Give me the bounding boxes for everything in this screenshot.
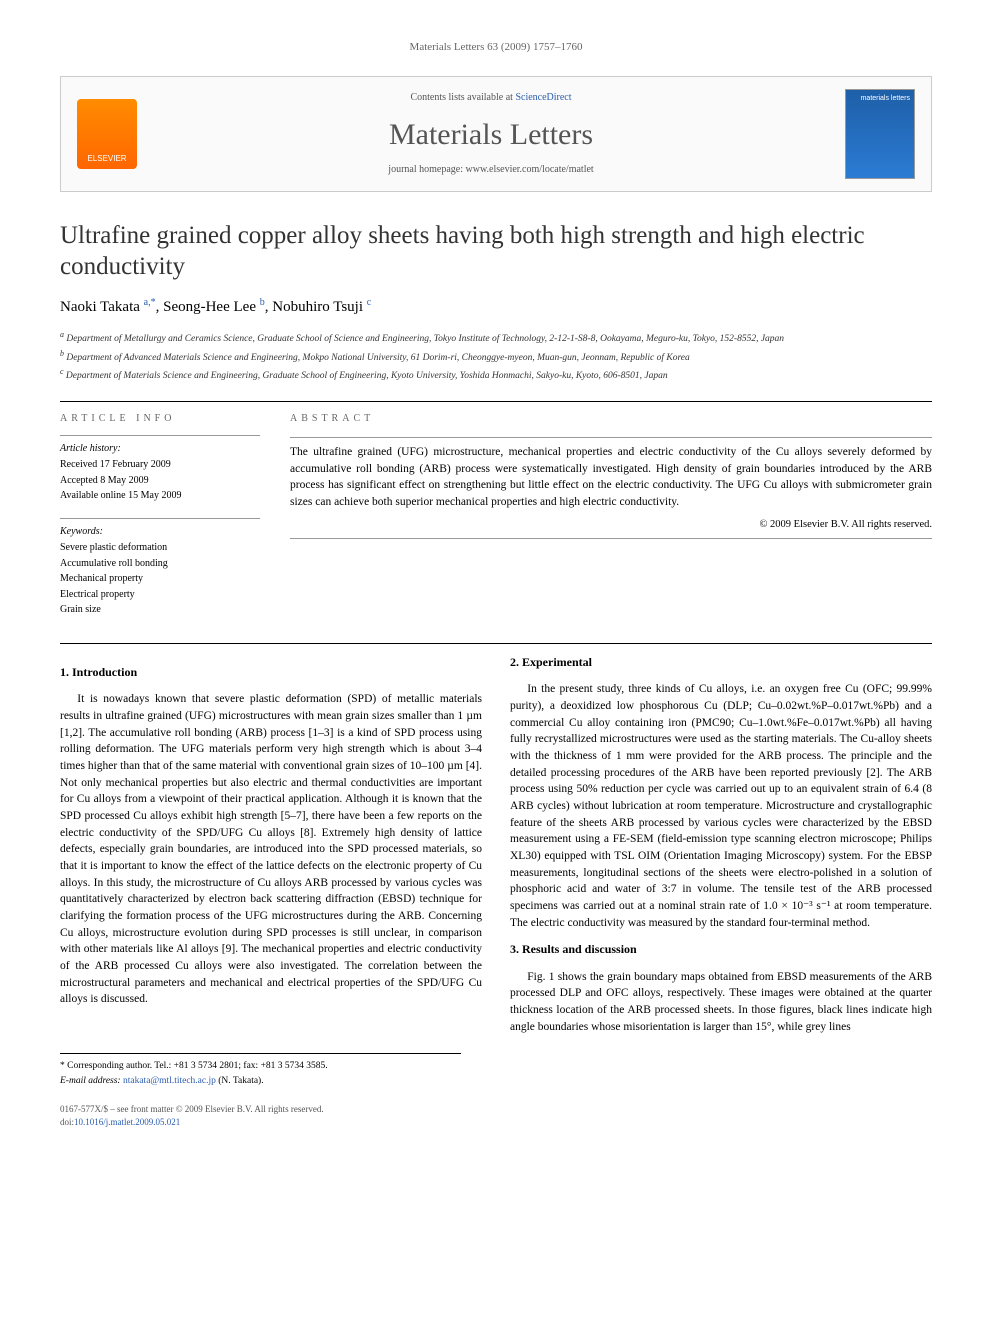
article-info-column: ARTICLE INFO Article history: Received 1… [60,412,260,619]
author-2: Seong-Hee Lee b [163,299,265,315]
corresponding-author-line: * Corresponding author. Tel.: +81 3 5734… [60,1060,461,1074]
affiliation-text: Department of Advanced Materials Science… [66,353,689,363]
affiliation-marker: c [60,367,64,376]
contents-prefix: Contents lists available at [410,92,512,103]
divider-thin [290,538,932,539]
author-name: Seong-Hee Lee [163,299,256,315]
online-date: Available online 15 May 2009 [60,489,260,504]
keyword: Accumulative roll bonding [60,557,260,572]
sciencedirect-link[interactable]: ScienceDirect [515,92,571,103]
article-info-heading: ARTICLE INFO [60,412,260,427]
info-abstract-row: ARTICLE INFO Article history: Received 1… [60,412,932,619]
keyword: Mechanical property [60,572,260,587]
results-paragraph: Fig. 1 shows the grain boundary maps obt… [510,969,932,1036]
keyword: Grain size [60,603,260,618]
contents-available-line: Contents lists available at ScienceDirec… [153,91,829,106]
author-name: Naoki Takata [60,299,140,315]
section-heading-introduction: 1. Introduction [60,664,482,681]
journal-masthead: ELSEVIER Contents lists available at Sci… [60,76,932,192]
affiliation-text: Department of Metallurgy and Ceramics Sc… [66,334,784,344]
publisher-logo-text: ELSEVIER [87,153,126,165]
masthead-center: Contents lists available at ScienceDirec… [153,91,829,178]
affiliation-a: a Department of Metallurgy and Ceramics … [60,329,932,346]
email-label: E-mail address: [60,1076,121,1086]
page-footer: 0167-577X/$ – see front matter © 2009 El… [60,1103,932,1129]
email-suffix: (N. Takata). [218,1076,263,1086]
accepted-date: Accepted 8 May 2009 [60,474,260,489]
divider-rule [60,643,932,644]
journal-cover-thumbnail: materials letters [845,89,915,179]
introduction-paragraph: It is nowadays known that severe plastic… [60,691,482,1008]
section-heading-experimental: 2. Experimental [510,654,932,671]
author-3: Nobuhiro Tsuji c [272,299,371,315]
running-header: Materials Letters 63 (2009) 1757–1760 [60,40,932,56]
keyword: Electrical property [60,588,260,603]
email-line: E-mail address: ntakata@mtl.titech.ac.jp… [60,1075,461,1089]
homepage-url[interactable]: www.elsevier.com/locate/matlet [466,164,594,175]
article-history-label: Article history: [60,442,260,457]
author-1: Naoki Takata a,* [60,299,156,315]
publisher-logo: ELSEVIER [77,99,137,169]
author-list: Naoki Takata a,*, Seong-Hee Lee b, Nobuh… [60,296,932,319]
divider-thin [60,518,260,519]
front-matter-line: 0167-577X/$ – see front matter © 2009 El… [60,1103,932,1116]
doi-link[interactable]: 10.1016/j.matlet.2009.05.021 [74,1117,180,1127]
abstract-text: The ultrafine grained (UFG) microstructu… [290,444,932,511]
keywords-label: Keywords: [60,525,260,540]
author-markers: a,* [144,297,156,308]
author-markers: c [367,297,371,308]
affiliation-b: b Department of Advanced Materials Scien… [60,348,932,365]
doi-line: doi:10.1016/j.matlet.2009.05.021 [60,1116,932,1129]
experimental-paragraph: In the present study, three kinds of Cu … [510,681,932,931]
abstract-column: ABSTRACT The ultrafine grained (UFG) mic… [290,412,932,619]
received-date: Received 17 February 2009 [60,458,260,473]
author-name: Nobuhiro Tsuji [272,299,363,315]
page-container: Materials Letters 63 (2009) 1757–1760 EL… [0,0,992,1169]
affiliation-marker: a [60,330,64,339]
section-heading-results: 3. Results and discussion [510,941,932,958]
corresponding-author-footnote: * Corresponding author. Tel.: +81 3 5734… [60,1053,461,1089]
abstract-copyright: © 2009 Elsevier B.V. All rights reserved… [290,517,932,532]
homepage-prefix: journal homepage: [388,164,463,175]
affiliation-c: c Department of Materials Science and En… [60,366,932,383]
doi-label: doi: [60,1117,74,1127]
keywords-block: Keywords: Severe plastic deformation Acc… [60,518,260,618]
divider-thin [290,437,932,438]
email-address[interactable]: ntakata@mtl.titech.ac.jp [123,1076,216,1086]
article-title: Ultrafine grained copper alloy sheets ha… [60,220,932,283]
journal-homepage-line: journal homepage: www.elsevier.com/locat… [153,163,829,178]
abstract-heading: ABSTRACT [290,412,932,427]
keyword: Severe plastic deformation [60,541,260,556]
affiliation-marker: b [60,349,64,358]
divider-thin [60,435,260,436]
author-markers: b [260,297,265,308]
divider-rule [60,401,932,402]
article-body: 1. Introduction It is nowadays known tha… [60,654,932,1036]
affiliation-list: a Department of Metallurgy and Ceramics … [60,329,932,383]
affiliation-text: Department of Materials Science and Engi… [66,371,668,381]
cover-label: materials letters [861,94,910,104]
journal-name: Materials Letters [153,113,829,157]
